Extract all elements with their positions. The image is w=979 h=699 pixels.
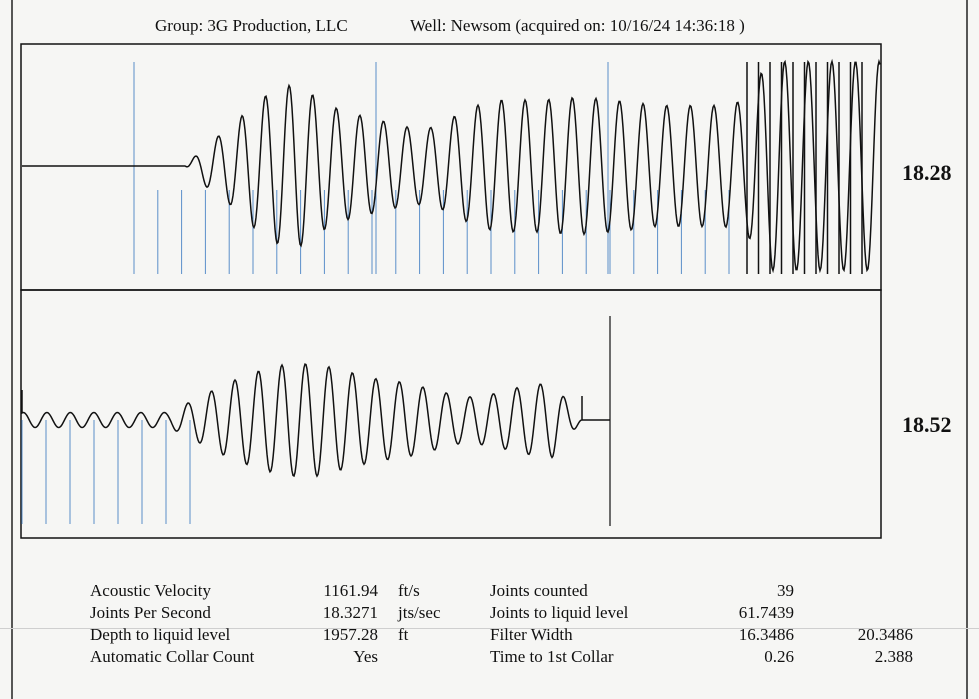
- stat-unit: ft: [398, 625, 409, 644]
- stat-label-2: Joints counted: [490, 581, 588, 600]
- stat-value-2: 39: [777, 581, 794, 600]
- stat-unit: jts/sec: [398, 603, 441, 622]
- stat-label: Joints Per Second: [90, 603, 211, 622]
- stat-label: Automatic Collar Count: [90, 647, 255, 666]
- stat-value: 1957.28: [322, 625, 378, 644]
- stats-labels-2: Joints counted Joints to liquid level Filt…: [490, 580, 628, 668]
- stat-value-3: 2.388: [874, 647, 913, 666]
- stat-label-2: Joints to liquid level: [490, 603, 629, 622]
- paper-fold-line: [0, 628, 979, 629]
- stat-unit: ft/s: [398, 581, 420, 600]
- bottom-panel-frame: [20, 289, 882, 539]
- stat-value: 1161.94: [323, 581, 378, 600]
- stat-label-2: Time to 1st Collar: [490, 647, 614, 666]
- stat-value-3: 20.3486: [857, 625, 913, 644]
- stat-value-2: 16.3486: [738, 625, 794, 644]
- group-label: Group: 3G Production, LLC: [155, 16, 348, 35]
- stats-units: ft/s jts/sec ft: [398, 580, 441, 668]
- stat-unit: [398, 646, 441, 668]
- stats-values-3: 20.3486 2.388: [820, 580, 913, 668]
- top-panel-value: 18.28: [902, 160, 952, 185]
- top-panel-frame: [20, 43, 882, 291]
- stat-value-2: 61.7439: [738, 603, 794, 622]
- bottom-waveform: [21, 363, 610, 478]
- stats-labels: Acoustic Velocity Joints Per Second Depth …: [90, 580, 254, 668]
- stat-value: Yes: [353, 647, 378, 666]
- stats-values-2: 39 61.7439 16.3486 0.26: [700, 580, 794, 668]
- stat-label: Acoustic Velocity: [90, 581, 212, 600]
- stat-value: 18.3271: [322, 603, 378, 622]
- stat-label: Depth to liquid level: [90, 625, 231, 644]
- stat-value-3: [820, 580, 913, 602]
- bottom-panel-value: 18.52: [902, 412, 952, 437]
- stat-label-2: Filter Width: [490, 625, 573, 644]
- stat-value-2: 0.26: [764, 647, 794, 666]
- stats-values: 1161.94 18.3271 1957.28 Yes: [300, 580, 378, 668]
- top-waveform: [22, 58, 881, 274]
- well-label: Well: Newsom (acquired on: 10/16/24 14:3…: [410, 16, 745, 35]
- stat-value-3: [820, 602, 913, 624]
